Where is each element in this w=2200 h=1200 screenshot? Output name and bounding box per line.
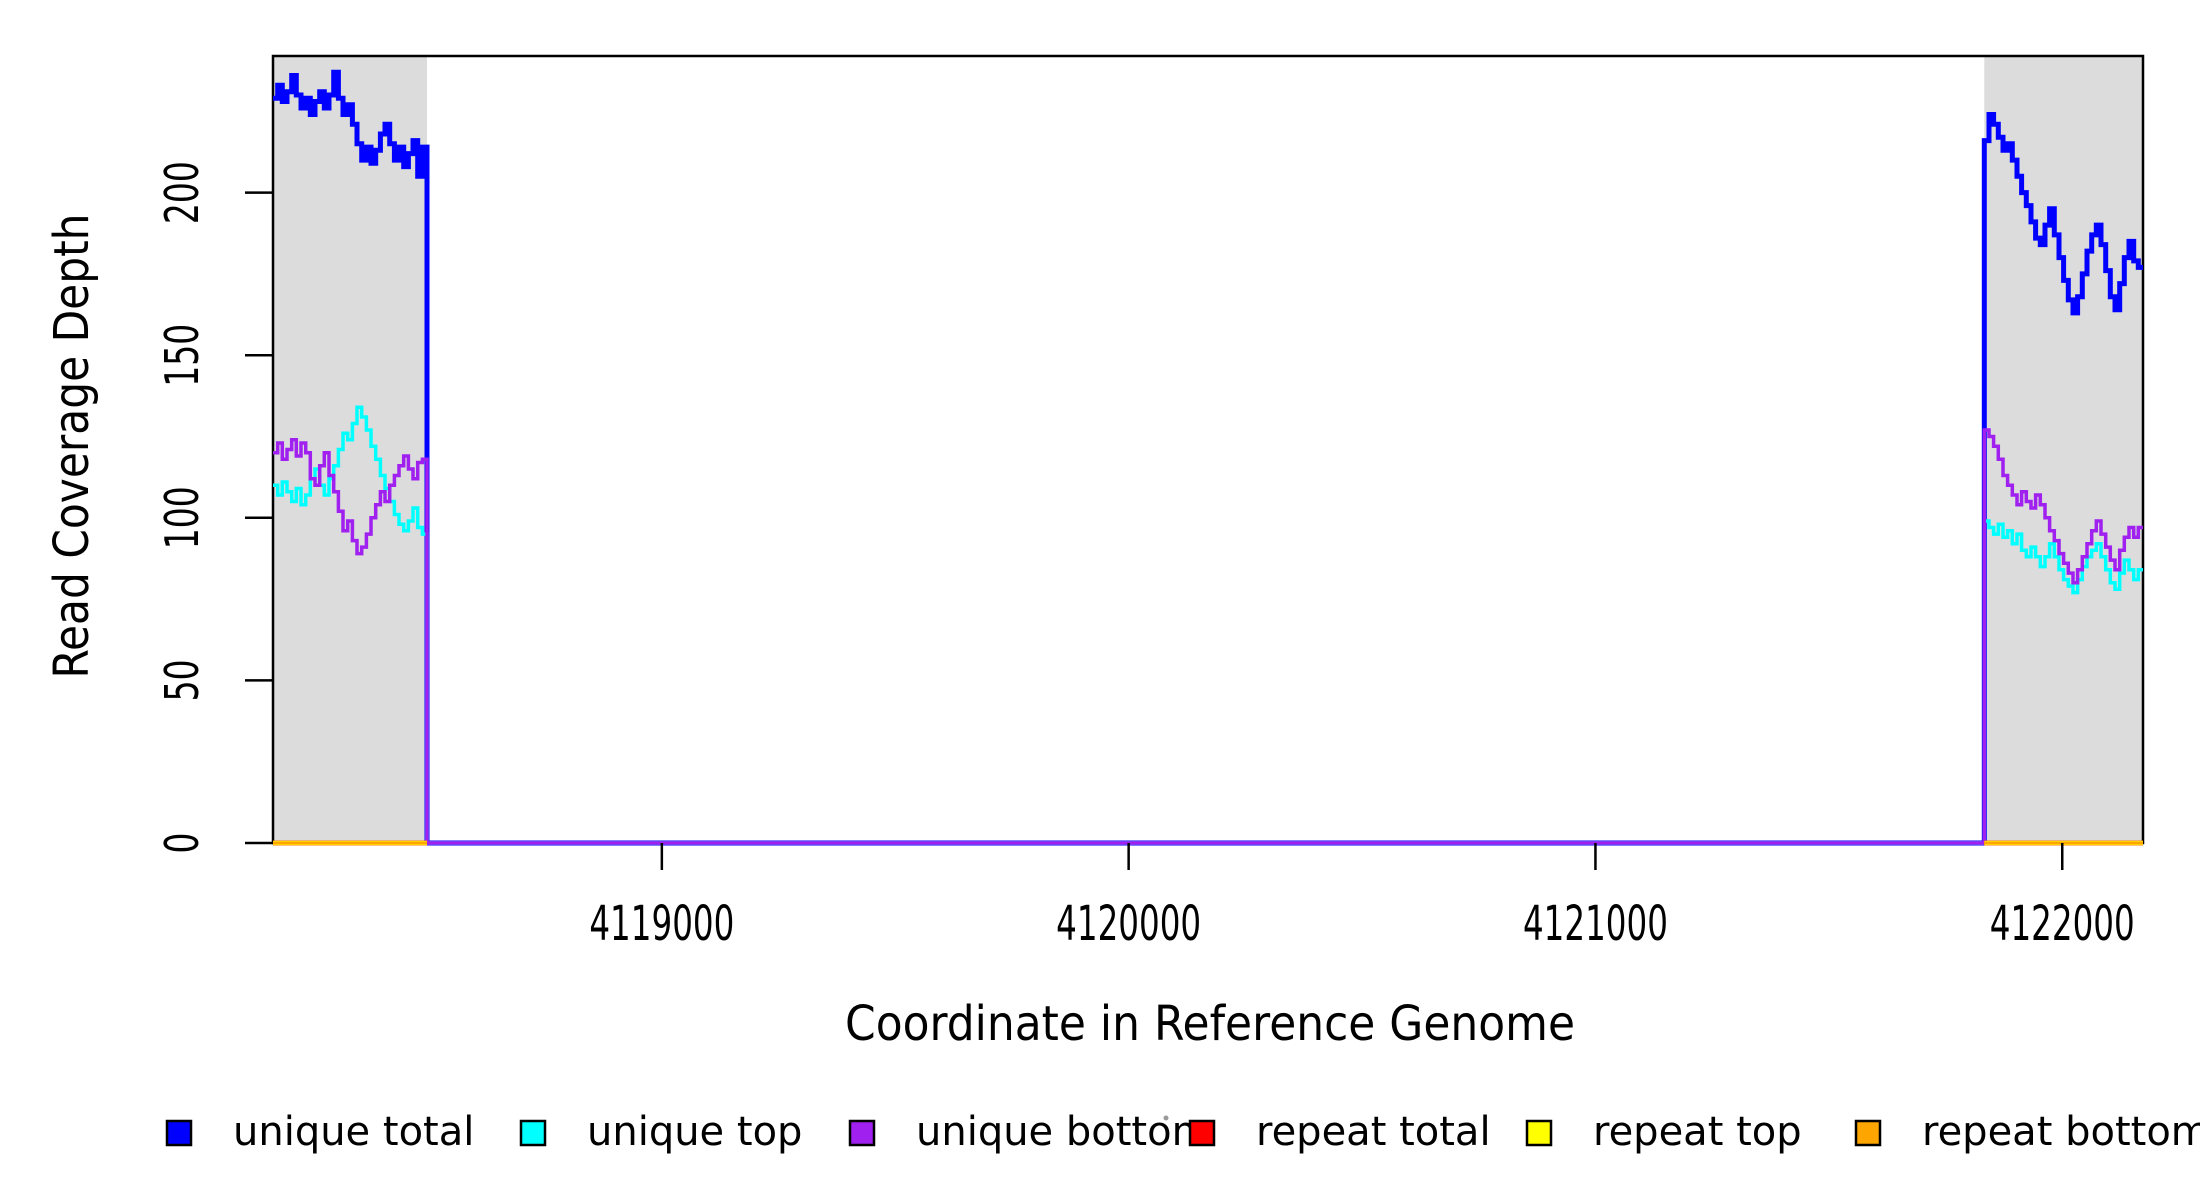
y-tick-label-50: 50: [155, 659, 209, 701]
stray-dot-artifact: [1163, 1115, 1169, 1121]
legend-swatch-repeat-total: [1188, 1119, 1216, 1147]
x-axis-title: Coordinate in Reference Genome: [845, 996, 1575, 1052]
legend-label-repeat-total: repeat total: [1256, 1109, 1491, 1155]
series-line-unique-top: [273, 405, 2143, 845]
legend-label-unique-bottom: unique bottom: [916, 1109, 1211, 1155]
x-tick-label-4119000: 4119000: [589, 896, 734, 952]
series-line-unique-bottom: [273, 428, 2143, 845]
legend-label-unique-top: unique top: [587, 1109, 802, 1155]
x-tick-label-4122000: 4122000: [1990, 896, 2135, 952]
x-tick-label-4120000: 4120000: [1056, 896, 1201, 952]
legend-swatch-repeat-top: [1525, 1119, 1553, 1147]
legend-label-repeat-top: repeat top: [1593, 1109, 1802, 1155]
y-axis-title: Read Coverage Depth: [44, 214, 100, 679]
repeat-region-left: [273, 56, 428, 843]
series-line-unique-total: [273, 69, 2143, 846]
legend-swatch-unique-total: [165, 1119, 193, 1147]
legend-swatch-unique-top: [519, 1119, 547, 1147]
x-tick-label-4121000: 4121000: [1523, 896, 1668, 952]
y-tick-label-100: 100: [155, 486, 209, 549]
legend-label-repeat-bottom: repeat bottom: [1922, 1109, 2200, 1155]
legend-swatch-repeat-bottom: [1854, 1119, 1882, 1147]
legend-label-unique-total: unique total: [233, 1109, 474, 1155]
legend-swatch-unique-bottom: [848, 1119, 876, 1147]
y-tick-label-200: 200: [155, 161, 209, 224]
y-tick-label-150: 150: [155, 324, 209, 387]
plot-border-box: [271, 54, 2145, 845]
repeat-region-right: [1984, 56, 2143, 843]
y-tick-label-0: 0: [155, 833, 209, 854]
